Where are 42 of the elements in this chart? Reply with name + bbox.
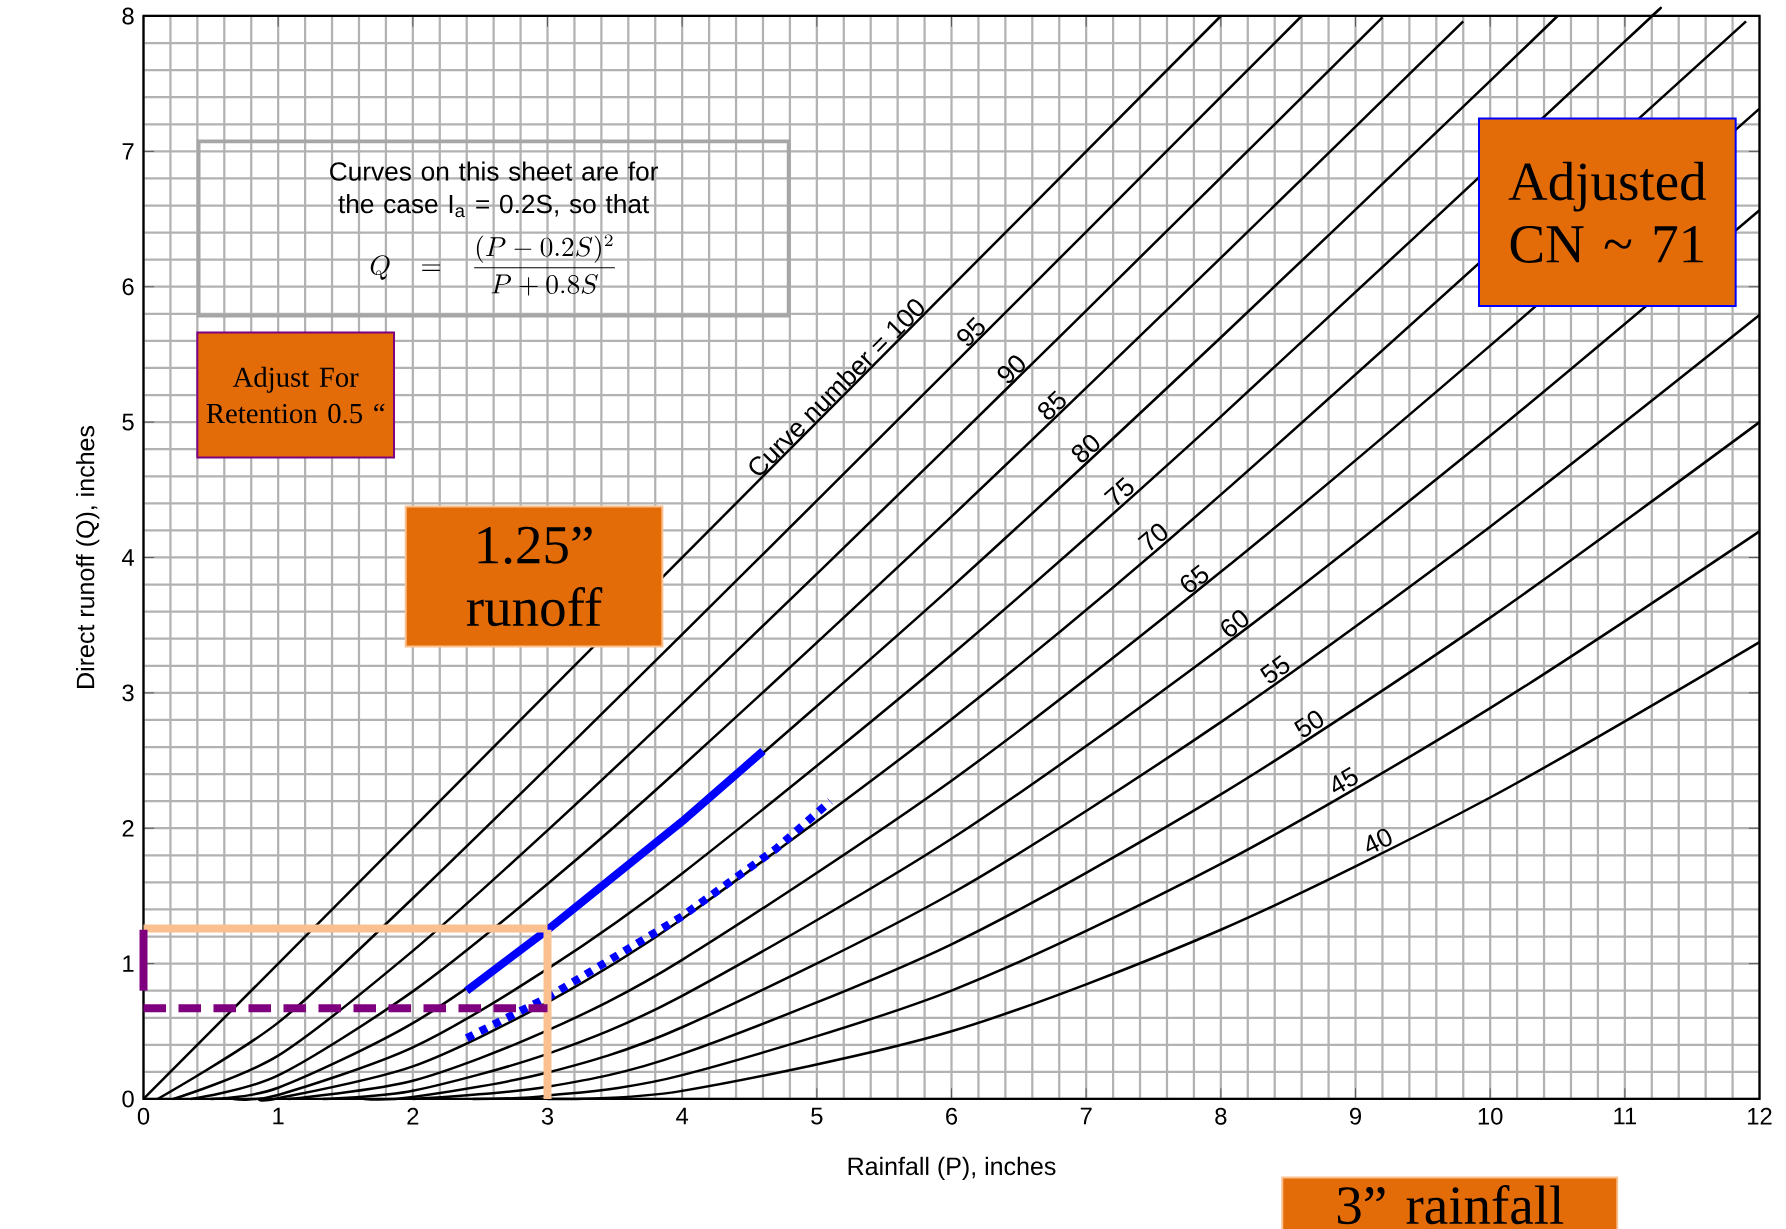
annotation: Curves on this sheet are for the case I$_{a}$ = 0.2S, so that: [330, 161, 659, 218]
y-tick-label: 8: [122, 7, 134, 25]
y-tick-label: 0: [122, 1090, 134, 1108]
text: 65: [1180, 564, 1209, 593]
y-axis-title: Direct runoff (Q), inches: [76, 425, 100, 688]
y-tick-label: 7: [122, 143, 134, 160]
x-tick-label: 11: [1614, 1107, 1636, 1125]
text: 3” rainfall: [1337, 1184, 1564, 1225]
text: 95: [957, 316, 985, 346]
annotation: $Q = \frac{(P-0.2S)^{2}}{P+0.8S}$: [370, 234, 615, 296]
text: 75: [1103, 477, 1134, 506]
y-tick-label: 3: [122, 684, 134, 702]
annotation: 1.25” runoff: [466, 526, 603, 627]
x-axis-title: Rainfall (P), inches: [848, 1156, 1056, 1181]
x-tick-label: 8: [1215, 1107, 1227, 1125]
text: 70: [1137, 523, 1168, 551]
text: 60: [1221, 610, 1249, 637]
text: 40: [1366, 828, 1392, 852]
text: 90: [997, 355, 1025, 383]
y-tick-label: 4: [122, 549, 134, 566]
y-tick-label: 5: [122, 413, 134, 431]
x-tick-label: 4: [676, 1107, 689, 1125]
text: 50: [1294, 710, 1324, 737]
text: 85: [1038, 390, 1066, 420]
y-tick-label: 2: [122, 819, 134, 837]
x-tick-label: 0: [137, 1107, 150, 1125]
y-tick-label: 6: [122, 278, 134, 296]
x-tick-label: 1: [273, 1107, 284, 1125]
x-tick-label: 2: [407, 1107, 419, 1125]
annotation: Adjusted CN ~ 71: [1508, 161, 1706, 263]
annotation: Adjust For Retention 0.5 “: [206, 366, 385, 424]
x-tick-label: 3: [541, 1107, 554, 1125]
text: 45: [1332, 766, 1358, 793]
x-tick-label: 5: [811, 1107, 823, 1125]
text: 80: [1071, 434, 1100, 463]
y-tick-label: 1: [123, 955, 134, 972]
x-tick-label: 7: [1080, 1107, 1092, 1125]
x-tick-label: 9: [1350, 1107, 1361, 1125]
text: 55: [1259, 655, 1290, 684]
x-tick-label: 12: [1748, 1107, 1772, 1125]
x-tick-label: 10: [1478, 1107, 1503, 1125]
x-tick-label: 6: [946, 1107, 958, 1125]
